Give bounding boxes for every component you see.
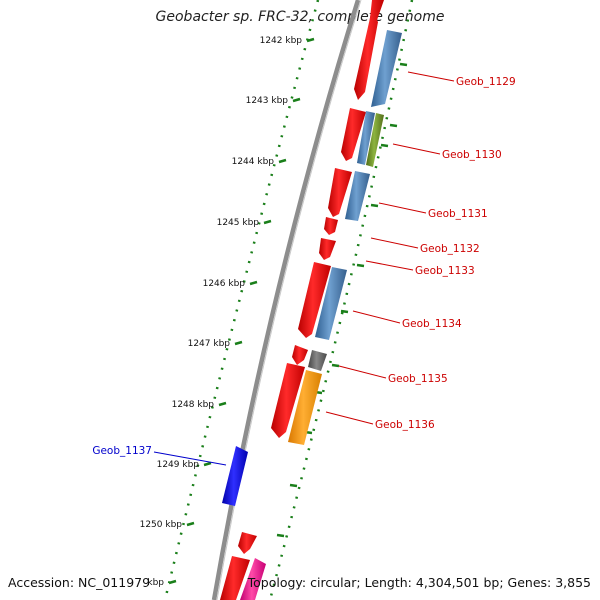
gene-leader-line [352,310,401,324]
inner-tick [289,483,298,488]
kbp-tick-label: 1250 kbp [140,520,183,530]
gene-label[interactable]: Geob_1132 [420,243,480,255]
gene-label[interactable]: Geob_1135 [388,373,448,385]
inner-ruler-line [268,0,414,600]
kbp-tick-label: 1242 kbp [260,36,303,46]
inner-tick [356,263,365,268]
topology-text: Topology: circular; Length: 4,304,501 bp… [247,575,591,590]
kbp-tick [218,401,227,407]
kbp-tick [234,340,243,346]
gene-leader-line [153,451,227,466]
gene-labels: Geob_1129 Geob_1130 Geob_1131 Geob_1132 Geob… [92,76,515,457]
kbp-tick-label: kbp [147,578,164,588]
gene-leader-line [378,202,427,214]
inner-tick [389,123,398,128]
cds-highlight[interactable] [222,446,248,506]
cds-forward[interactable] [220,556,250,600]
kbp-tick-label: 1248 kbp [172,400,215,410]
kbp-tick [168,579,177,585]
inner-tick [370,203,379,208]
cds-forward[interactable] [292,345,308,365]
inner-tick [331,363,340,368]
kbp-ruler-line [163,0,320,600]
kbp-tick [186,521,195,527]
forward-strand-genes [220,0,384,600]
cds-reverse[interactable] [371,30,402,107]
kbp-tick-label: 1249 kbp [157,460,200,470]
cds-forward[interactable] [341,108,366,161]
gene-label[interactable]: Geob_1137 [92,445,152,457]
inner-ruler-ticks [276,62,408,538]
genome-backbone [211,0,361,600]
inner-tick [276,533,285,538]
kbp-tick [306,37,315,43]
inner-tick [399,62,408,67]
gene-label[interactable]: Geob_1133 [415,265,475,277]
cds-forward[interactable] [271,363,305,438]
gene-leader-line [325,411,374,425]
kbp-tick-label: 1243 kbp [246,96,289,106]
inner-tick [340,309,349,314]
gene-label[interactable]: Geob_1131 [428,208,488,220]
accession-text: Accession: NC_011979 [8,575,151,590]
kbp-tick-label: 1246 kbp [203,279,246,289]
cds-forward[interactable] [298,262,331,338]
kbp-tick [292,97,301,103]
gene-leader-line [370,237,419,249]
gene-label[interactable]: Geob_1130 [442,149,502,161]
kbp-tick [203,461,212,467]
cds-forward[interactable] [354,0,384,100]
gene-leader-lines [153,71,455,466]
cds-reverse[interactable] [357,111,375,165]
cds-orange[interactable] [288,370,322,445]
kbp-tick [249,280,258,286]
ruler-ticks: 1242 kbp 1243 kbp 1244 kbp 1245 kbp 1246 kbp… [140,36,315,588]
gene-label[interactable]: Geob_1129 [456,76,516,88]
cds-forward[interactable] [238,532,257,554]
gene-label[interactable]: Geob_1134 [402,318,462,330]
gene-leader-line [392,143,441,155]
cds-forward[interactable] [328,168,352,217]
kbp-tick [263,219,272,225]
cds-reverse[interactable] [315,267,347,340]
cds-forward[interactable] [324,217,338,235]
gene-leader-line [338,365,387,379]
kbp-tick-label: 1247 kbp [188,339,231,349]
cds-olive[interactable] [366,113,384,167]
kbp-tick-label: 1244 kbp [232,157,275,167]
cds-gray[interactable] [308,350,327,371]
kbp-tick-label: 1245 kbp [217,218,260,228]
cds-forward[interactable] [319,238,336,260]
inner-tick [380,143,389,148]
gene-leader-line [407,71,455,82]
gene-leader-line [365,260,414,271]
genome-backbone-shadow [216,0,362,600]
gene-label[interactable]: Geob_1136 [375,419,435,431]
reverse-strand-genes [222,30,402,600]
cds-pink[interactable] [240,558,266,600]
kbp-tick [278,158,287,164]
cds-reverse[interactable] [345,171,370,221]
